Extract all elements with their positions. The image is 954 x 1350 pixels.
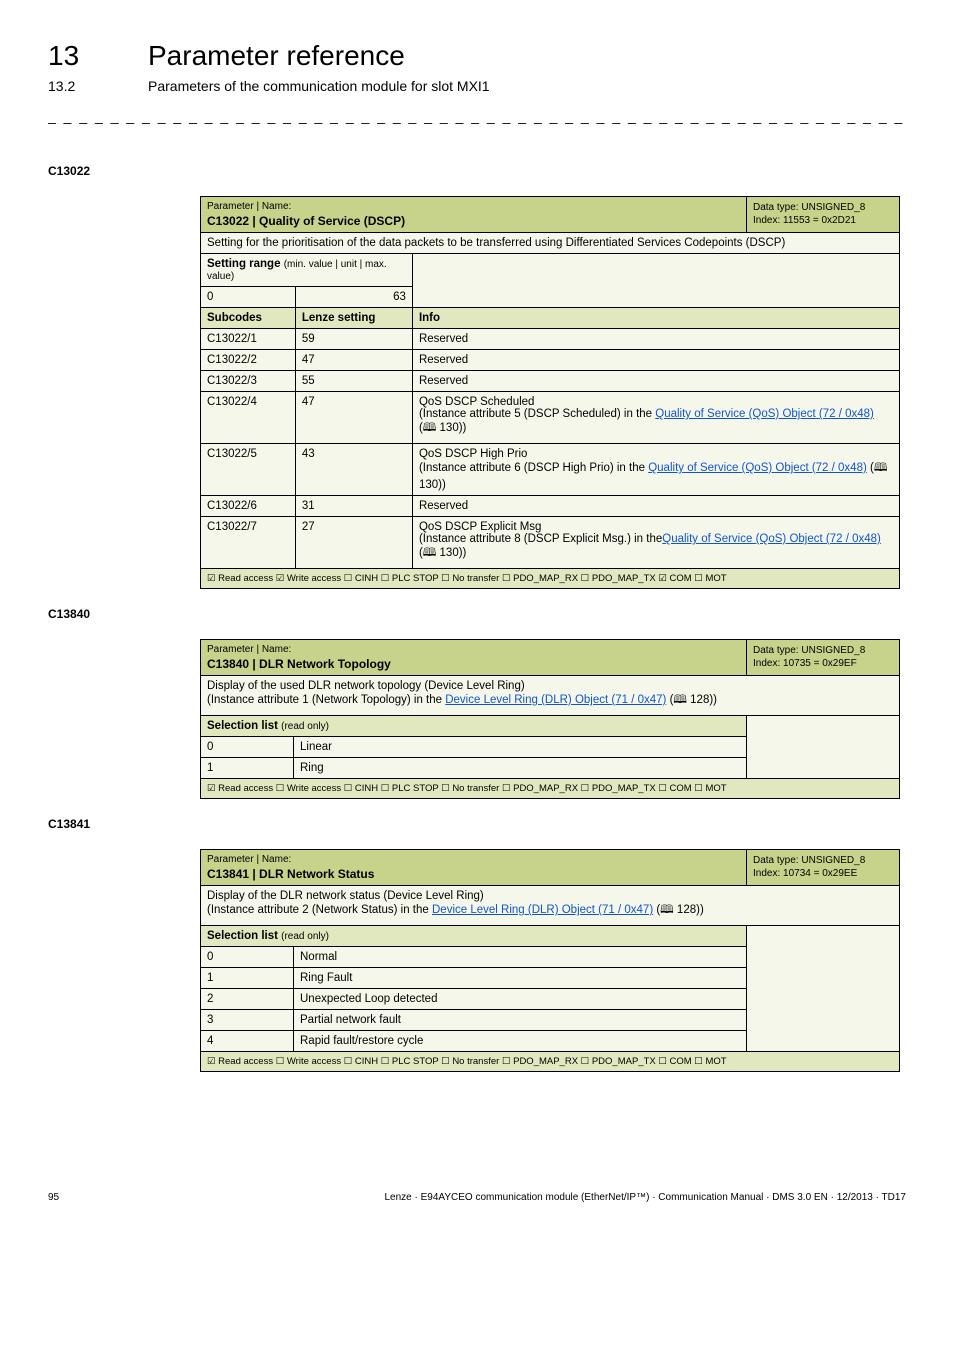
info-header: Info bbox=[412, 308, 899, 329]
lenze-setting-header: Lenze setting bbox=[295, 308, 412, 329]
subcodes-header: Subcodes bbox=[201, 308, 296, 329]
table-c13840: Parameter | Name: C13840 | DLR Network T… bbox=[200, 639, 900, 799]
access-footer: ☑ Read access ☑ Write access ☐ CINH ☐ PL… bbox=[201, 569, 900, 589]
selection-list-header: Selection list (read only) bbox=[201, 926, 747, 947]
param-label-text: Parameter | Name: bbox=[207, 201, 740, 212]
dlr-link[interactable]: Device Level Ring (DLR) Object (71 / 0x4… bbox=[432, 904, 653, 916]
table-c13022: Parameter | Name: C13022 | Quality of Se… bbox=[200, 196, 900, 589]
table-row: C13022/3 55 Reserved bbox=[201, 371, 900, 392]
chapter-number: 13 bbox=[48, 40, 108, 72]
qos-link[interactable]: Quality of Service (QoS) Object (72 / 0x… bbox=[648, 462, 867, 474]
param-description: Display of the DLR network status (Devic… bbox=[201, 886, 900, 926]
table-row: C13022/6 31 Reserved bbox=[201, 496, 900, 517]
table-row: C13022/1 59 Reserved bbox=[201, 329, 900, 350]
param-header-cell: Parameter | Name: C13841 | DLR Network S… bbox=[201, 850, 747, 886]
divider-dashes: _ _ _ _ _ _ _ _ _ _ _ _ _ _ _ _ _ _ _ _ … bbox=[48, 108, 906, 124]
param-code-c13841: C13841 bbox=[48, 817, 906, 831]
section-title: Parameters of the communication module f… bbox=[148, 78, 490, 94]
access-footer: ☑ Read access ☐ Write access ☐ CINH ☐ PL… bbox=[201, 1052, 900, 1072]
page-number: 95 bbox=[48, 1192, 59, 1203]
section-number: 13.2 bbox=[48, 78, 108, 94]
footer-text: Lenze · E94AYCEO communication module (E… bbox=[384, 1192, 906, 1203]
table-c13841: Parameter | Name: C13841 | DLR Network S… bbox=[200, 849, 900, 1072]
param-header-cell: Parameter | Name: C13840 | DLR Network T… bbox=[201, 640, 747, 676]
table-row: C13022/2 47 Reserved bbox=[201, 350, 900, 371]
data-type-cell: Data type: UNSIGNED_8 Index: 10735 = 0x2… bbox=[747, 640, 900, 676]
access-footer: ☑ Read access ☐ Write access ☐ CINH ☐ PL… bbox=[201, 779, 900, 799]
qos-link[interactable]: Quality of Service (QoS) Object (72 / 0x… bbox=[655, 408, 874, 420]
param-description: Display of the used DLR network topology… bbox=[201, 676, 900, 716]
data-type-cell: Data type: UNSIGNED_8 Index: 11553 = 0x2… bbox=[747, 197, 900, 233]
chapter-title: Parameter reference bbox=[148, 40, 405, 72]
qos-link[interactable]: Quality of Service (QoS) Object (72 / 0x… bbox=[662, 533, 881, 545]
range-min: 0 bbox=[201, 287, 296, 308]
dlr-link[interactable]: Device Level Ring (DLR) Object (71 / 0x4… bbox=[445, 694, 666, 706]
param-code-c13840: C13840 bbox=[48, 607, 906, 621]
table-row: C13022/5 43 QoS DSCP High Prio (Instance… bbox=[201, 444, 900, 496]
selection-list-header: Selection list (read only) bbox=[201, 716, 747, 737]
range-max: 63 bbox=[295, 287, 412, 308]
table-row: C13022/4 47 QoS DSCP Scheduled (Instance… bbox=[201, 392, 900, 444]
data-type-cell: Data type: UNSIGNED_8 Index: 10734 = 0x2… bbox=[747, 850, 900, 886]
table-row: C13022/7 27 QoS DSCP Explicit Msg (Insta… bbox=[201, 517, 900, 569]
param-name: C13022 | Quality of Service (DSCP) bbox=[207, 214, 405, 228]
setting-range-label: Setting range (min. value | unit | max. … bbox=[201, 254, 413, 287]
param-code-c13022: C13022 bbox=[48, 164, 906, 178]
param-description: Setting for the prioritisation of the da… bbox=[201, 233, 900, 254]
param-header-cell: Parameter | Name: C13022 | Quality of Se… bbox=[201, 197, 747, 233]
